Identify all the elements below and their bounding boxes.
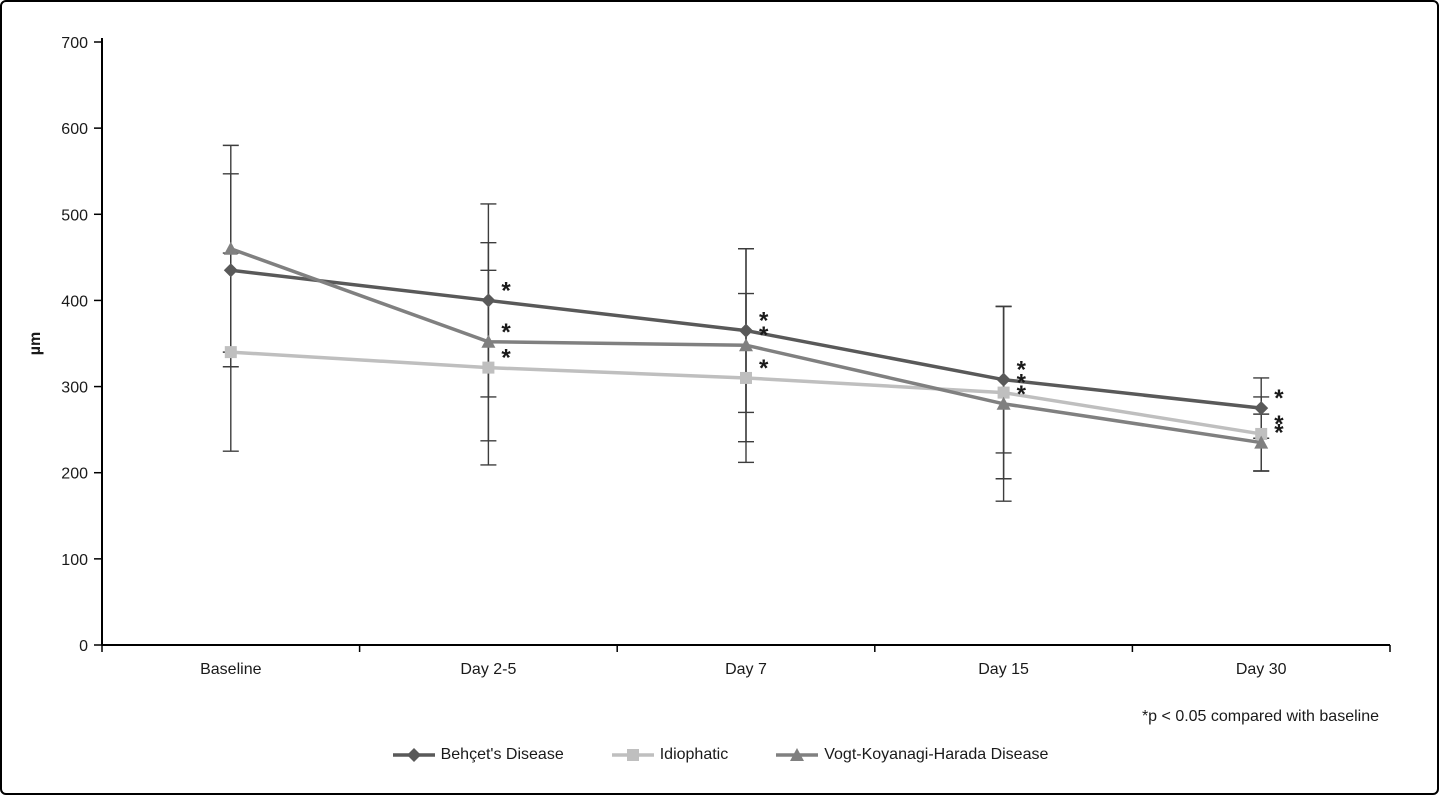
significance-asterisk: *: [759, 322, 769, 349]
diamond-marker: [1254, 401, 1269, 416]
legend-label: Idiophatic: [659, 746, 729, 763]
legend-item: Vogt-Koyanagi-Harada Disease: [774, 746, 1048, 764]
triangle-marker: [481, 334, 496, 348]
y-tick-label: 100: [61, 552, 88, 569]
square-marker: [997, 386, 1010, 399]
legend-label: Behçet's Disease: [440, 746, 564, 763]
square-marker: [626, 749, 639, 761]
y-tick-label: 300: [61, 380, 88, 397]
square-marker: [1255, 427, 1268, 440]
significance-asterisk: *: [501, 345, 511, 372]
square-marker: [224, 346, 237, 359]
legend-item: Behçet's Disease: [391, 746, 564, 764]
x-tick-label: Baseline: [200, 661, 261, 678]
square-marker: [740, 371, 752, 384]
significance-asterisk: *: [1274, 420, 1284, 447]
square-marker: [482, 361, 495, 374]
legend-label: Vogt-Koyanagi-Harada Disease: [824, 746, 1049, 763]
significance-asterisk: *: [1274, 385, 1284, 412]
y-tick-label: 600: [61, 121, 88, 138]
significance-asterisk: *: [759, 308, 769, 335]
significance-asterisk: *: [501, 277, 511, 304]
y-axis-label: µm: [27, 332, 44, 355]
diamond-marker: [481, 293, 496, 308]
significance-asterisk: *: [1017, 381, 1027, 408]
significance-asterisk: *: [1017, 357, 1027, 384]
line-chart-canvas: 0 100 200 300 400 500 600 700 Baseline Day 2-5 Day…: [27, 35, 1391, 678]
legend: Behçet's Disease Idiophatic Vogt-Koyanagi-…: [2, 746, 1437, 764]
y-tick-label: 500: [61, 207, 88, 224]
triangle-marker: [223, 241, 238, 255]
y-tick-label: 200: [61, 466, 88, 483]
x-tick-label: Day 7: [725, 661, 767, 678]
significance-asterisk: *: [1017, 370, 1027, 397]
triangle-marker: [790, 748, 805, 761]
y-tick-label: 400: [61, 293, 88, 310]
triangle-marker: [996, 396, 1011, 410]
diamond-marker: [406, 748, 421, 762]
legend-marker-icon: [611, 749, 654, 761]
significance-asterisk: *: [1274, 411, 1284, 438]
x-tick-label: Day 30: [1236, 661, 1287, 678]
significance-asterisk: *: [759, 355, 769, 382]
x-tick-label: Day 2-5: [460, 661, 516, 678]
y-tick-label: 700: [61, 35, 88, 52]
diamond-marker: [223, 263, 238, 278]
significance-asterisk: *: [501, 319, 511, 346]
significance-note: *p < 0.05 compared with baseline: [1141, 708, 1379, 725]
triangle-marker: [1254, 435, 1269, 449]
legend-marker-icon: [392, 748, 435, 762]
diamond-marker: [996, 372, 1011, 387]
diamond-marker: [739, 323, 753, 338]
y-tick-label: 0: [79, 638, 88, 655]
legend-item: Idiophatic: [610, 746, 729, 764]
triangle-marker: [739, 338, 753, 352]
legend-marker-icon: [776, 748, 819, 761]
x-tick-label: Day 15: [978, 661, 1029, 678]
